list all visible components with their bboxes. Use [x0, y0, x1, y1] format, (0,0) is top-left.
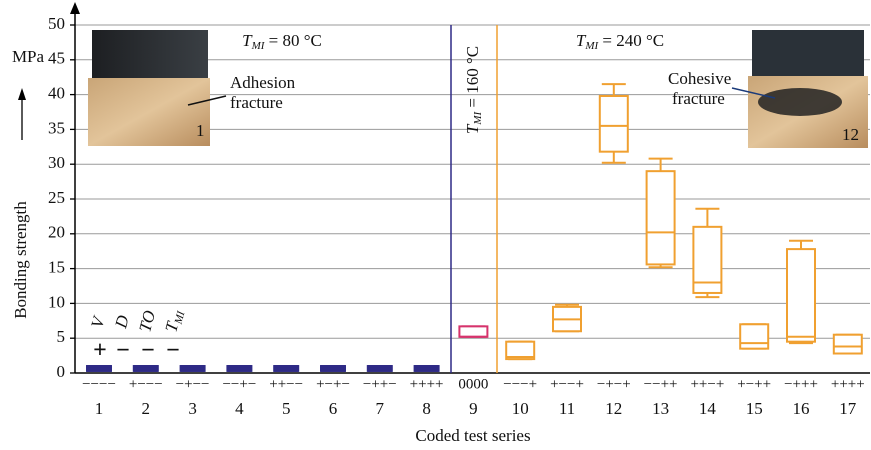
x-code-label: +−−+	[550, 376, 584, 392]
y-tick-label: 30	[48, 153, 65, 172]
y-tick-label: 40	[48, 84, 65, 103]
x-code-label: −+++	[784, 376, 818, 392]
x-tick-label: 6	[329, 399, 338, 418]
x-code-label: −−−+	[503, 376, 537, 392]
x-code-label: +−++	[737, 376, 771, 392]
x-axis-label: Coded test series	[415, 426, 530, 445]
x-tick-label: 3	[188, 399, 197, 418]
x-tick-label: 2	[142, 399, 151, 418]
leader-line	[731, 87, 776, 99]
y-tick-label: 0	[57, 362, 66, 381]
x-code-label: ++−+	[690, 376, 724, 392]
region-label: TMI = 240 °C	[576, 31, 664, 52]
x-tick-label: 15	[746, 399, 763, 418]
x-code-label: −−+−	[222, 376, 256, 392]
x-tick-label: 12	[605, 399, 622, 418]
x-tick-label: 7	[376, 399, 385, 418]
y-tick-label: 25	[48, 188, 65, 207]
region-label: TMI = 160 °C	[463, 46, 484, 134]
x-tick-label: 8	[422, 399, 431, 418]
y-tick-label: 45	[48, 49, 65, 68]
region-subscript: MI	[472, 111, 484, 126]
y-axis-arrow	[70, 2, 80, 14]
region-symbol: T	[463, 123, 482, 134]
region-text: = 240 °C	[598, 31, 664, 50]
region-subscript: MI	[251, 40, 266, 52]
region-symbol: T	[576, 31, 587, 50]
photo-bottom	[88, 78, 210, 146]
y-tick-label: 50	[48, 14, 65, 33]
x-tick-label: 16	[793, 399, 810, 418]
x-code-label: +−−−	[129, 376, 163, 392]
x-tick-label: 13	[652, 399, 669, 418]
y-tick-label: 15	[48, 258, 65, 277]
photo-caption: Adhesion	[230, 73, 296, 92]
x-code-label: −−−−	[82, 376, 116, 392]
photo-number: 1	[196, 121, 205, 140]
leader-line	[187, 95, 227, 106]
x-tick-label: 5	[282, 399, 291, 418]
x-code-label: ++++	[410, 376, 444, 392]
box	[739, 323, 770, 350]
factor-name: V	[87, 313, 109, 330]
region-label: TMI = 80 °C	[242, 31, 322, 52]
box	[505, 340, 536, 361]
photo-stain	[758, 88, 842, 116]
x-code-label: −+−+	[597, 376, 631, 392]
y-tick-label: 10	[48, 292, 65, 311]
x-tick-label: 9	[469, 399, 478, 418]
factor-sign: −	[166, 338, 180, 364]
box	[598, 94, 629, 153]
box	[645, 170, 676, 266]
x-tick-label: 17	[839, 399, 857, 418]
photo-top	[752, 30, 864, 80]
factor-sign: +	[93, 338, 107, 364]
y-tick-label: 35	[48, 118, 65, 137]
x-code-label: −−++	[644, 376, 678, 392]
x-code-label: 0000	[458, 376, 488, 392]
photo-top	[92, 30, 208, 82]
x-code-label: ++−−	[269, 376, 303, 392]
x-code-label: −++−	[363, 376, 397, 392]
photo-caption: fracture	[672, 89, 725, 108]
box	[458, 325, 489, 338]
x-tick-label: 1	[95, 399, 104, 418]
box	[832, 333, 863, 355]
region-text: = 160 °C	[463, 46, 482, 112]
factor-sign: −	[116, 338, 130, 364]
photo-number: 12	[842, 125, 859, 144]
region-subscript: MI	[584, 40, 599, 52]
factor-sign: −	[141, 338, 155, 364]
factor-name: TO	[135, 308, 159, 334]
y-tick-label: 5	[57, 327, 66, 346]
region-symbol: T	[242, 31, 253, 50]
x-tick-label: 14	[699, 399, 717, 418]
x-code-label: ++++	[831, 376, 865, 392]
region-text: = 80 °C	[264, 31, 321, 50]
y-axis-label: Bonding strength	[11, 201, 30, 319]
y-tick-label: 20	[48, 223, 65, 242]
x-tick-label: 10	[512, 399, 529, 418]
box	[786, 248, 816, 343]
factor-name: TMI	[161, 306, 187, 334]
x-tick-label: 4	[235, 399, 244, 418]
x-tick-label: 11	[559, 399, 575, 418]
factor-name: D	[111, 313, 133, 331]
photo-caption: fracture	[230, 93, 283, 112]
y-unit: MPa	[12, 47, 45, 66]
factor-subscript: MI	[172, 309, 188, 327]
y-label-arrow-head	[18, 88, 26, 100]
x-code-label: −+−−	[176, 376, 210, 392]
photo-caption: Cohesive	[668, 69, 731, 88]
x-code-label: +−+−	[316, 376, 350, 392]
